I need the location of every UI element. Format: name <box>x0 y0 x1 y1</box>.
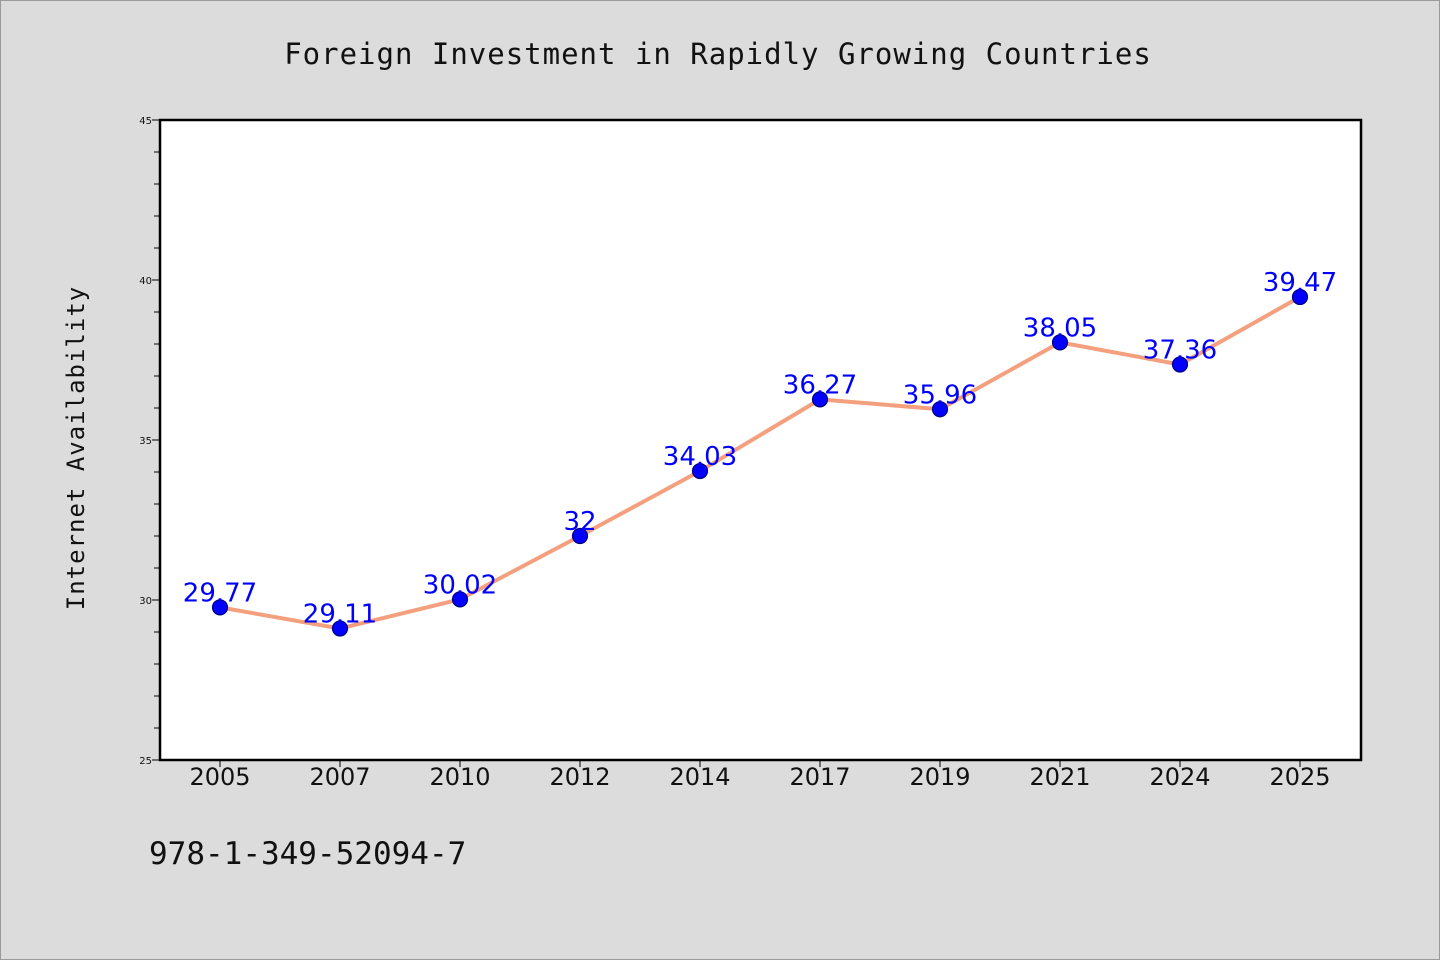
data-point <box>1051 334 1069 351</box>
series-line <box>218 294 1302 631</box>
x-axis: 2005 2007 2010 2012 2014 2017 2019 2021 2024 2025 <box>189 760 1331 791</box>
x-tick-label: 2007 <box>309 763 370 791</box>
data-label: 38.05 <box>1023 313 1097 343</box>
data-label: 34.03 <box>663 442 737 472</box>
data-label: 39.47 <box>1263 268 1337 298</box>
x-tick-label: 2005 <box>189 763 250 791</box>
plot-area <box>160 120 1361 760</box>
data-point <box>1291 288 1309 306</box>
series-layer <box>211 288 1309 637</box>
y-tick-label: 25 <box>139 756 152 767</box>
data-point <box>811 391 829 408</box>
data-point <box>211 599 229 616</box>
data-label: 29.11 <box>303 599 377 629</box>
y-axis: 25 30 35 40 45 <box>139 116 160 767</box>
x-tick-label: 2021 <box>1029 763 1090 791</box>
x-tick-label: 2024 <box>1149 763 1210 791</box>
x-tick-label: 2019 <box>909 763 970 791</box>
data-label: 30.02 <box>423 570 497 600</box>
data-label: 32 <box>563 507 596 537</box>
x-tick-label: 2012 <box>549 763 610 791</box>
x-tick-label: 2017 <box>789 763 850 791</box>
x-tick-label: 2025 <box>1269 763 1330 791</box>
isbn-text: 978-1-349-52094-7 <box>149 836 466 872</box>
y-tick-label: 35 <box>139 436 152 447</box>
data-point <box>691 462 709 480</box>
x-tick-label: 2014 <box>669 763 730 791</box>
y-tick-label: 40 <box>139 276 152 287</box>
plot-border <box>158 118 1363 762</box>
y-tick-label: 30 <box>139 596 152 607</box>
data-label-layer: 29.77 29.11 30.02 32 34.03 36.27 35.96 38.05 37.… <box>183 268 1337 630</box>
data-point <box>451 591 469 608</box>
data-point <box>1171 356 1189 373</box>
y-axis-label: Internet Availability <box>62 286 90 610</box>
data-label: 29.77 <box>183 578 257 608</box>
data-label: 36.27 <box>783 370 857 400</box>
x-tick-label: 2010 <box>429 763 490 791</box>
chart-title: Foreign Investment in Rapidly Growing Co… <box>284 37 1152 71</box>
data-point <box>571 527 589 545</box>
data-point <box>931 401 949 418</box>
data-label: 37.36 <box>1143 335 1217 365</box>
y-tick-label: 45 <box>139 116 152 127</box>
data-point <box>331 620 349 637</box>
data-label: 35.96 <box>903 380 977 410</box>
